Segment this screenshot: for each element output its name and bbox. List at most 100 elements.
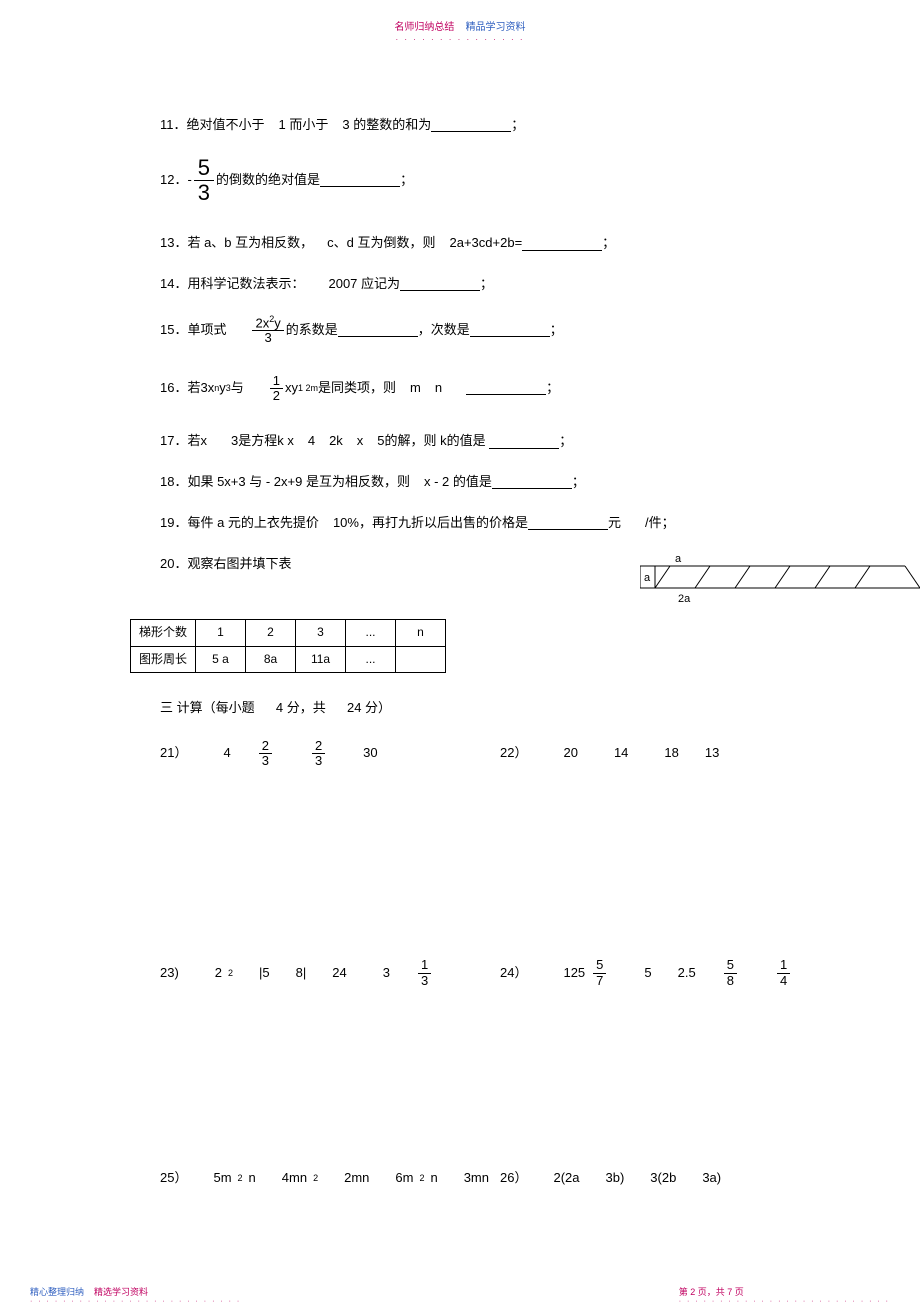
t: 三 计算（每小题 (160, 700, 255, 715)
q11-t3: 3 的整数的和为 (342, 115, 431, 136)
trapezoid-figure: a a 2a (640, 554, 920, 616)
v: 2mn (344, 1168, 369, 1189)
v: n (430, 1168, 437, 1189)
calc-row-2: 23) 22 |5 8| 24 3 13 24） 12557 5 2.5 58 … (160, 958, 840, 988)
q20-num: 20． (160, 554, 187, 575)
fraction: 13 (418, 958, 431, 988)
q11-t2: 1 而小于 (279, 115, 329, 136)
header-dots: · · · · · · · · · · · · · · · (0, 35, 920, 44)
t: 若x (187, 431, 207, 452)
sup: 2m (306, 383, 319, 393)
t: 2x (255, 315, 269, 330)
label-2a: 2a (678, 593, 691, 605)
v: 3(2b (650, 1168, 676, 1189)
question-13: 13． 若 a、b 互为相反数， c、d 互为倒数，则 2a+3cd+2b= ； (160, 233, 840, 254)
dots: · · · · · · · · · · · · · · · · · · · · … (30, 1298, 241, 1305)
q12-suffix: ； (400, 170, 413, 191)
q17-suffix: ； (559, 431, 572, 452)
footer-left: 精心整理归纳 精选学习资料 · · · · · · · · · · · · · … (30, 1285, 241, 1305)
q14-num: 14． (160, 274, 187, 295)
v: 18 (664, 743, 678, 764)
fraction: 23 (259, 739, 272, 769)
cell: 梯形个数 (131, 620, 196, 646)
q13-num: 13． (160, 233, 187, 254)
cell: 3 (296, 620, 346, 646)
q14-t2: 2007 应记为 (328, 274, 400, 295)
section-3-title: 三 计算（每小题 4 分，共 24 分） (160, 698, 840, 719)
sup: 2 (313, 1171, 318, 1185)
t: 2k (329, 431, 343, 452)
v: 14 (614, 743, 628, 764)
q15-num: 15． (160, 320, 187, 341)
q16-t1: 若3x (187, 378, 214, 399)
calc-24: 24） 12557 5 2.5 58 14 (500, 958, 840, 988)
q18-num: 18． (160, 472, 187, 493)
num: 21） (160, 743, 187, 764)
q17-num: 17． (160, 431, 187, 452)
v: 3mn (464, 1168, 489, 1189)
blank (489, 435, 559, 449)
t: 每件 a 元的上衣先提价 (187, 513, 318, 534)
q20-text: 观察右图并填下表 (187, 554, 291, 575)
sup: 2 (228, 966, 233, 980)
t: y (274, 315, 281, 330)
q12-text: 的倒数的绝对值是 (216, 170, 320, 191)
fraction: 58 (724, 958, 737, 988)
d: 7 (593, 974, 606, 988)
t: 如果 5x+3 与 - 2x+9 是互为相反数，则 (187, 472, 410, 493)
unit: 元 (608, 513, 621, 534)
fraction: 2x2y 3 (252, 315, 283, 346)
calc-25: 25） 5m2n 4mn2 2mn 6m2n 3mn (160, 1168, 500, 1189)
label-a-box: a (644, 572, 651, 584)
q19-num: 19． (160, 513, 187, 534)
q15-t1: 单项式 (187, 320, 226, 341)
calc-row-3: 25） 5m2n 4mn2 2mn 6m2n 3mn 26） 2(2a 3b) … (160, 1168, 840, 1189)
v: 8| (296, 963, 307, 984)
cell: 1 (196, 620, 246, 646)
question-19: 19． 每件 a 元的上衣先提价 10%，再打九折以后出售的价格是 元 /件； (160, 513, 840, 534)
blank (431, 118, 511, 132)
dots: · · · · · · · · · · · · · · · · · · · · … (679, 1298, 890, 1305)
q13-t2: c、d 互为倒数，则 (327, 233, 435, 254)
v: n (249, 1168, 256, 1189)
n: 5 (724, 958, 737, 973)
t: 24 分） (347, 700, 391, 715)
num: 23) (160, 963, 179, 984)
calc-22: 22） 20 14 18 13 (500, 739, 840, 769)
t: 10%，再打九折以后出售的价格是 (333, 513, 528, 534)
per: /件； (645, 513, 675, 534)
d: 3 (418, 974, 431, 988)
blank (470, 323, 550, 337)
cell: 8a (246, 646, 296, 672)
cell (396, 646, 446, 672)
t: 4 分，共 (276, 700, 326, 715)
trapezoid-svg: a a 2a (640, 554, 920, 609)
n: 1 (777, 958, 790, 973)
n: 5 (593, 958, 606, 973)
q18-suffix: ； (572, 472, 585, 493)
d: 4 (777, 974, 790, 988)
cell: n (396, 620, 446, 646)
v: 2.5 (678, 963, 696, 984)
blank (522, 237, 602, 251)
q16-t5: n (435, 378, 442, 399)
blank (320, 173, 400, 187)
sup: 2 (419, 1171, 424, 1185)
cell: 5 a (196, 646, 246, 672)
q16-suffix: ； (546, 378, 559, 399)
v: 5m (213, 1168, 231, 1189)
footer-right: 第 2 页，共 7 页 · · · · · · · · · · · · · · … (679, 1285, 890, 1305)
v: 3b) (606, 1168, 625, 1189)
cell: 11a (296, 646, 346, 672)
frac-den: 2 (270, 389, 283, 403)
calc-row-1: 21） 4 23 23 30 22） 20 14 18 13 (160, 739, 840, 769)
blank (400, 277, 480, 291)
frac-num: 5 (194, 156, 214, 181)
q16-t4: m (410, 378, 421, 399)
v: 3 (383, 963, 390, 984)
fraction: 23 (312, 739, 325, 769)
page-num: 第 2 页，共 7 页 (679, 1287, 744, 1297)
n: 2 (312, 739, 325, 754)
q15-suffix: ； (550, 320, 563, 341)
question-18: 18． 如果 5x+3 与 - 2x+9 是互为相反数，则 x - 2 的值是 … (160, 472, 840, 493)
